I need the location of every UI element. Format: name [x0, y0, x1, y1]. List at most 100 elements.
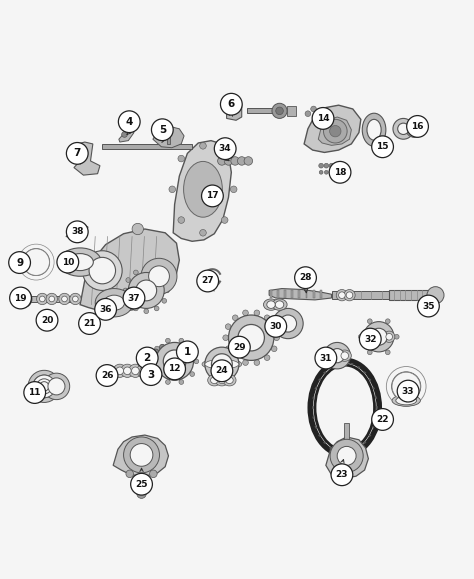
- Circle shape: [151, 359, 155, 364]
- Bar: [247, 108, 276, 113]
- Circle shape: [271, 324, 277, 329]
- Circle shape: [179, 380, 184, 384]
- Circle shape: [73, 228, 81, 236]
- Text: 7: 7: [73, 148, 81, 159]
- Circle shape: [364, 322, 394, 352]
- Bar: [369, 116, 379, 144]
- Circle shape: [126, 299, 131, 303]
- Circle shape: [254, 360, 260, 365]
- Circle shape: [367, 319, 372, 324]
- Ellipse shape: [129, 364, 142, 378]
- Circle shape: [214, 138, 236, 160]
- Circle shape: [225, 346, 231, 351]
- Circle shape: [385, 319, 390, 324]
- Bar: [292, 291, 293, 298]
- Circle shape: [338, 292, 345, 299]
- Circle shape: [15, 291, 32, 307]
- Circle shape: [156, 342, 193, 380]
- Text: 15: 15: [376, 142, 389, 151]
- Circle shape: [295, 267, 317, 288]
- Ellipse shape: [48, 378, 65, 395]
- Circle shape: [330, 439, 363, 472]
- Circle shape: [174, 344, 184, 353]
- Circle shape: [324, 163, 328, 168]
- Ellipse shape: [70, 294, 81, 305]
- Circle shape: [176, 341, 198, 363]
- Circle shape: [358, 335, 363, 339]
- Circle shape: [329, 126, 341, 137]
- Ellipse shape: [104, 295, 125, 310]
- Circle shape: [344, 290, 355, 301]
- Ellipse shape: [132, 367, 139, 375]
- Circle shape: [118, 111, 140, 133]
- Circle shape: [165, 338, 170, 343]
- Circle shape: [159, 345, 165, 350]
- Ellipse shape: [315, 365, 374, 450]
- Circle shape: [407, 116, 428, 137]
- Bar: [20, 296, 74, 302]
- Circle shape: [126, 470, 134, 478]
- Bar: [277, 291, 279, 298]
- Circle shape: [221, 155, 228, 162]
- Ellipse shape: [208, 375, 221, 386]
- Circle shape: [324, 342, 350, 369]
- Circle shape: [164, 358, 185, 380]
- Ellipse shape: [218, 377, 226, 383]
- Ellipse shape: [215, 375, 228, 386]
- Circle shape: [406, 120, 423, 137]
- Polygon shape: [318, 117, 351, 145]
- Text: 33: 33: [402, 387, 414, 395]
- Circle shape: [164, 288, 169, 293]
- Circle shape: [264, 315, 270, 321]
- Circle shape: [272, 103, 287, 119]
- Text: 37: 37: [128, 294, 140, 302]
- Circle shape: [140, 364, 162, 386]
- Circle shape: [398, 123, 409, 134]
- Circle shape: [311, 106, 317, 112]
- Text: 17: 17: [206, 192, 219, 200]
- Circle shape: [123, 288, 128, 293]
- Circle shape: [201, 185, 223, 207]
- Circle shape: [385, 350, 390, 355]
- Circle shape: [197, 270, 219, 292]
- Circle shape: [155, 372, 159, 376]
- Circle shape: [162, 278, 167, 283]
- Circle shape: [130, 444, 153, 466]
- Circle shape: [397, 377, 416, 396]
- Circle shape: [337, 446, 356, 466]
- Circle shape: [418, 295, 439, 317]
- Circle shape: [168, 351, 175, 358]
- Text: 3: 3: [147, 369, 155, 380]
- Ellipse shape: [59, 294, 70, 305]
- Circle shape: [9, 252, 30, 273]
- Circle shape: [66, 142, 88, 164]
- Circle shape: [152, 119, 173, 141]
- Text: 5: 5: [159, 124, 166, 135]
- Bar: [166, 130, 170, 144]
- Bar: [287, 105, 296, 116]
- Circle shape: [194, 359, 199, 364]
- Polygon shape: [113, 435, 168, 476]
- Circle shape: [372, 136, 393, 157]
- Circle shape: [66, 221, 88, 243]
- Circle shape: [144, 309, 149, 314]
- Text: 25: 25: [135, 480, 148, 489]
- Circle shape: [221, 217, 228, 223]
- Bar: [313, 291, 315, 298]
- Circle shape: [274, 335, 280, 340]
- Ellipse shape: [272, 299, 287, 310]
- Ellipse shape: [59, 248, 101, 276]
- Circle shape: [427, 287, 444, 303]
- Ellipse shape: [202, 358, 242, 370]
- Ellipse shape: [116, 367, 124, 375]
- Circle shape: [205, 347, 239, 381]
- Circle shape: [244, 157, 253, 165]
- Circle shape: [330, 349, 344, 363]
- Bar: [102, 367, 147, 375]
- Circle shape: [243, 310, 248, 316]
- Polygon shape: [66, 224, 88, 239]
- Bar: [306, 291, 308, 298]
- Ellipse shape: [95, 288, 133, 317]
- Circle shape: [28, 371, 60, 402]
- Ellipse shape: [386, 334, 392, 340]
